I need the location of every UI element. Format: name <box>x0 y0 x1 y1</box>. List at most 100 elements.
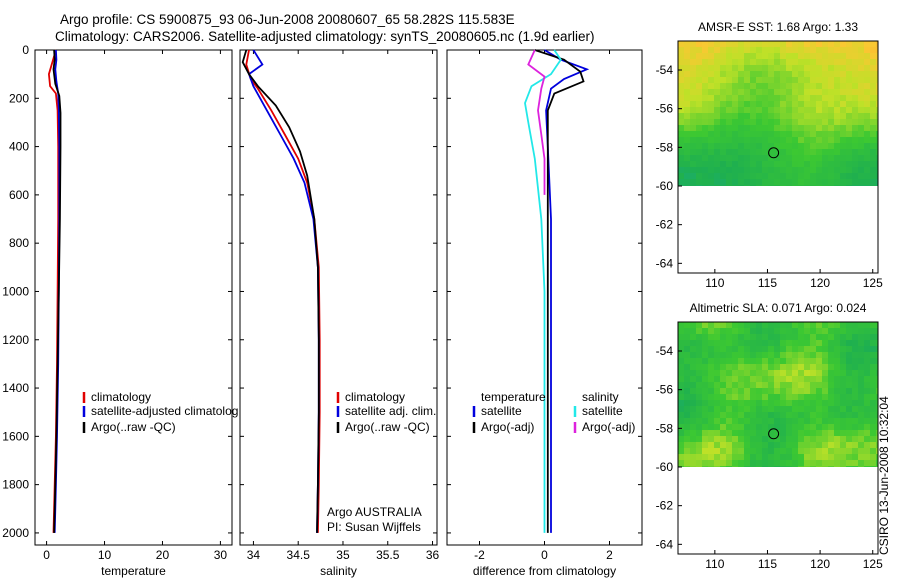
sla_map-cell <box>876 424 879 431</box>
sla_map-cell <box>798 412 805 419</box>
sla_map-cell <box>720 430 727 437</box>
sst_map-cell <box>696 155 703 162</box>
sst_map-cell <box>780 101 787 108</box>
sla_map-cell <box>792 394 799 401</box>
salinity-xtick-label: 35 <box>336 548 350 562</box>
sst_map-cell <box>750 167 757 174</box>
sla_map-cell <box>690 466 697 468</box>
sst_map-cell <box>780 155 787 162</box>
sla_map-cell <box>714 442 721 449</box>
sst_map-cell <box>870 101 877 108</box>
sla_map-cell <box>870 406 877 413</box>
sla_map-cell <box>822 328 829 335</box>
sla_map-cell <box>750 370 757 377</box>
sst_map-cell <box>684 107 691 114</box>
sst_map-cell <box>870 155 877 162</box>
sst_map-cell <box>744 125 751 132</box>
sst_map-cell <box>726 137 733 144</box>
sst_map-cell <box>684 53 691 60</box>
sla_map-cell <box>828 346 835 353</box>
sla_map-cell <box>804 394 811 401</box>
sla_map-cell <box>822 340 829 347</box>
sla_map-cell <box>750 340 757 347</box>
sst_map-cell <box>816 59 823 66</box>
sla_map-cell <box>684 412 691 419</box>
sla_map-cell <box>720 466 727 468</box>
sla_map-cell <box>864 334 871 341</box>
sla_map-cell <box>750 382 757 389</box>
sla_map-cell <box>852 436 859 443</box>
sla_map-cell <box>804 376 811 383</box>
sst_map-cell <box>834 71 841 78</box>
sla_map-cell <box>834 358 841 365</box>
sla_map-cell <box>756 376 763 383</box>
sla_map-cell <box>876 358 879 365</box>
sst_map-cell <box>804 89 811 96</box>
sla_map-cell <box>720 376 727 383</box>
sst_map-cell <box>852 107 859 114</box>
sst_map-cell <box>780 167 787 174</box>
sla_map-cell <box>876 406 879 413</box>
sst_map-cell <box>792 167 799 174</box>
sla_map-cell <box>852 460 859 467</box>
sst_map-cell <box>792 173 799 180</box>
sla_map-cell <box>762 454 769 461</box>
sla_map-cell <box>774 334 781 341</box>
sst_map-cell <box>864 161 871 168</box>
sla_map-cell <box>684 382 691 389</box>
sst_map-cell <box>852 173 859 180</box>
sst_map-cell <box>690 107 697 114</box>
sst_map-cell <box>738 65 745 72</box>
sla_map-cell <box>840 448 847 455</box>
sla_map-cell <box>732 388 739 395</box>
sla_map-cell <box>846 400 853 407</box>
sst_map-cell <box>720 125 727 132</box>
sst_map-cell <box>678 65 685 72</box>
sla_map-cell <box>876 454 879 461</box>
salinity-frame <box>239 49 438 546</box>
sla_map-cell <box>738 328 745 335</box>
sla_map-cell <box>690 358 697 365</box>
sla_map-cell <box>864 418 871 425</box>
sst_map-cell <box>738 41 745 48</box>
sst_map-cell <box>714 71 721 78</box>
sst_map-cell <box>840 125 847 132</box>
sla_map-cell <box>798 406 805 413</box>
sst_map-cell <box>876 53 879 60</box>
sla_map-cell <box>720 340 727 347</box>
sla_map-cell <box>726 340 733 347</box>
sst_map-cell <box>810 179 817 186</box>
sst_map-cell <box>864 155 871 162</box>
sla_map-cell <box>738 424 745 431</box>
sst_map-cell <box>864 113 871 120</box>
sst_map-cell <box>846 149 853 156</box>
sst_map-cell <box>840 107 847 114</box>
sst_map-ytick-label: -54 <box>656 63 674 77</box>
temperature-legend-satellite-label: satellite-adjusted climatolog <box>91 404 238 418</box>
sst_map-cell <box>840 185 847 187</box>
sla_map-cell <box>876 340 879 347</box>
sst_map-cell <box>696 107 703 114</box>
sla_map-cell <box>690 460 697 467</box>
sla_map-cell <box>744 418 751 425</box>
sst_map-cell <box>774 71 781 78</box>
sla_map-cell <box>762 328 769 335</box>
sla_map-cell <box>702 454 709 461</box>
sst_map-cell <box>678 83 685 90</box>
sst_map-cell <box>864 59 871 66</box>
sst_map-cell <box>690 59 697 66</box>
sla_map-cell <box>822 400 829 407</box>
sst_map-cell <box>870 89 877 96</box>
sst_map-cell <box>750 143 757 150</box>
sst_map-cell <box>834 131 841 138</box>
sla_map-cell <box>726 346 733 353</box>
sla_map-cell <box>846 322 853 329</box>
sst_map-cell <box>756 143 763 150</box>
sla_map-cell <box>804 454 811 461</box>
sla_map-cell <box>726 448 733 455</box>
salinity-annotation-line2: PI: Susan Wijffels <box>327 520 421 534</box>
sla_map-cell <box>786 418 793 425</box>
salinity-series-black <box>241 49 320 533</box>
sst_map-cell <box>762 95 769 102</box>
sst_map-cell <box>732 179 739 186</box>
